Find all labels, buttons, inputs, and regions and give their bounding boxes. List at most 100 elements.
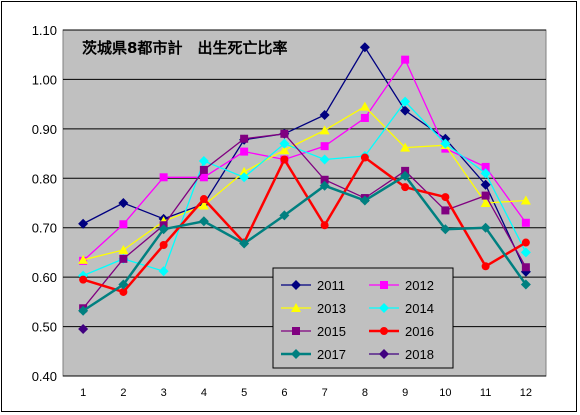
data-point-2014 [198, 155, 209, 166]
data-point-2013 [118, 244, 129, 254]
legend-item-2012: 2012 [369, 278, 434, 293]
y-tick-label: 0.90 [32, 122, 57, 137]
x-tick-label: 6 [281, 387, 287, 399]
data-point-2017 [520, 279, 531, 290]
series-line-2017 [82, 174, 527, 312]
data-point-2017 [78, 305, 89, 316]
series-2018 [78, 324, 89, 335]
data-point-2011 [359, 42, 370, 53]
data-point-2017 [400, 170, 411, 181]
data-point-2017 [198, 216, 209, 227]
series-2017 [78, 170, 531, 316]
legend-label: 2011 [317, 278, 345, 293]
data-point-2014 [239, 172, 250, 183]
legend-marker [379, 349, 389, 359]
data-point-2012 [481, 162, 490, 171]
series-line-2012 [82, 58, 527, 262]
legend-item-2017: 2017 [281, 347, 346, 362]
data-point-2016 [320, 221, 329, 230]
data-point-2016 [159, 241, 168, 250]
data-point-2016 [481, 262, 490, 271]
data-point-2016 [401, 183, 410, 192]
legend-item-2011: 2011 [281, 278, 345, 293]
series-2014 [78, 96, 531, 281]
y-tick-label: 0.50 [32, 320, 57, 335]
legend-marker [380, 327, 388, 335]
data-point-2018 [78, 324, 89, 335]
legend-marker [379, 303, 389, 313]
legend-marker [380, 281, 388, 289]
data-point-2013 [400, 142, 411, 152]
data-point-2013 [198, 200, 209, 210]
data-point-2015 [240, 134, 249, 143]
data-point-2016 [441, 193, 450, 202]
series-line-2016 [82, 155, 527, 294]
data-point-2016 [360, 153, 369, 162]
series-line-2011 [82, 46, 527, 272]
data-point-2011 [480, 179, 491, 190]
legend-label: 2012 [405, 278, 434, 293]
data-point-2012 [401, 55, 410, 64]
y-tick-label: 1.00 [32, 72, 57, 87]
legend-marker [292, 327, 300, 335]
data-point-2017 [279, 210, 290, 221]
data-point-2012 [119, 220, 128, 229]
legend-item-2016: 2016 [369, 324, 434, 339]
data-point-2014 [279, 138, 290, 149]
data-point-2016 [199, 195, 208, 204]
legend-marker [291, 303, 301, 312]
series-2013 [78, 101, 531, 264]
legend-item-2015: 2015 [281, 324, 346, 339]
data-point-2014 [520, 247, 531, 258]
data-point-2013 [239, 166, 250, 176]
data-point-2015 [199, 165, 208, 174]
x-tick-label: 2 [120, 387, 126, 399]
data-point-2012 [360, 113, 369, 122]
data-point-2012 [240, 147, 249, 156]
data-point-2013 [480, 198, 491, 207]
data-point-2017 [319, 180, 330, 191]
data-point-2015 [320, 175, 329, 184]
legend-label: 2018 [405, 347, 434, 362]
y-tick-label: 0.40 [32, 369, 57, 384]
data-point-2015 [481, 191, 490, 200]
data-point-2015 [521, 263, 530, 272]
x-tick-label: 7 [322, 387, 328, 399]
data-point-2013 [520, 195, 531, 205]
data-point-2013 [279, 145, 290, 155]
data-point-2017 [480, 222, 491, 233]
data-point-2014 [480, 168, 491, 179]
x-axis-ticks: 1 2 3 4 5 6 7 8 9 10 11 12 [80, 387, 532, 399]
legend-label: 2014 [405, 301, 434, 316]
y-axis-ticks: 0.40 0.50 0.60 0.70 0.80 0.90 1.00 1.10 [32, 23, 57, 384]
x-tick-label: 9 [402, 387, 408, 399]
data-point-2011 [400, 105, 411, 116]
series-line-2013 [82, 105, 526, 261]
y-tick-label: 1.10 [32, 23, 57, 38]
legend-label: 2017 [317, 347, 346, 362]
series-group [78, 42, 531, 335]
x-tick-label: 8 [362, 387, 368, 399]
legend-label: 2015 [317, 324, 346, 339]
data-point-2016 [119, 287, 128, 296]
data-point-2015 [441, 206, 450, 215]
data-point-2012 [521, 218, 530, 227]
legend-label: 2016 [405, 324, 434, 339]
data-point-2012 [320, 142, 329, 151]
data-point-2017 [359, 195, 370, 206]
data-point-2016 [79, 275, 88, 284]
data-point-2016 [521, 238, 530, 247]
series-2016 [79, 153, 530, 296]
x-tick-label: 10 [439, 387, 451, 399]
series-line-2014 [82, 100, 527, 277]
data-point-2017 [158, 224, 169, 235]
legend-label: 2013 [317, 301, 346, 316]
data-point-2017 [440, 224, 451, 235]
x-tick-label: 3 [161, 387, 167, 399]
x-tick-label: 12 [520, 387, 532, 399]
legend-marker [291, 349, 301, 359]
legend-item-2013: 2013 [281, 301, 346, 316]
data-point-2012 [199, 173, 208, 182]
data-point-2011 [319, 110, 330, 121]
